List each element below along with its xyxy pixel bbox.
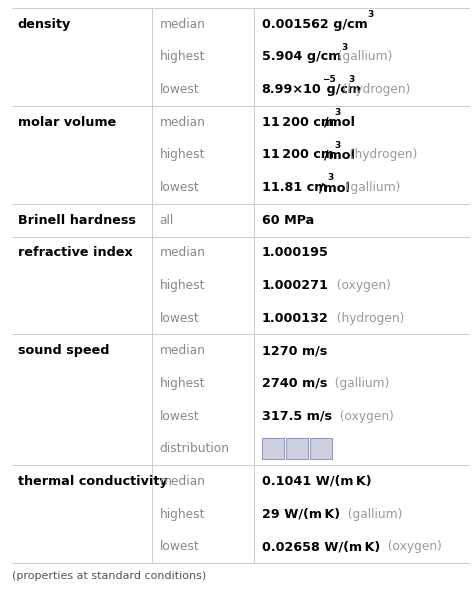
Text: 3: 3 bbox=[348, 75, 355, 84]
Text: (oxygen): (oxygen) bbox=[329, 279, 391, 292]
Text: /mol: /mol bbox=[319, 181, 350, 194]
Text: lowest: lowest bbox=[160, 540, 200, 553]
Text: (hydrogen): (hydrogen) bbox=[329, 312, 404, 325]
Text: 3: 3 bbox=[341, 42, 347, 52]
Text: 3: 3 bbox=[368, 10, 374, 19]
Text: 2740 m/s: 2740 m/s bbox=[262, 377, 327, 390]
Text: molar volume: molar volume bbox=[18, 116, 116, 129]
Text: 29 W/(m K): 29 W/(m K) bbox=[262, 508, 340, 521]
Text: 0.001562 g/cm: 0.001562 g/cm bbox=[262, 18, 367, 31]
Text: /mol: /mol bbox=[324, 148, 356, 161]
Text: 317.5 m/s: 317.5 m/s bbox=[262, 409, 332, 422]
Text: all: all bbox=[160, 214, 174, 227]
Text: (oxygen): (oxygen) bbox=[380, 540, 442, 553]
Text: (properties at standard conditions): (properties at standard conditions) bbox=[12, 571, 206, 581]
Text: 3: 3 bbox=[334, 141, 340, 150]
Text: 1.000271: 1.000271 bbox=[262, 279, 328, 292]
Text: 8.99×10: 8.99×10 bbox=[262, 83, 321, 96]
Text: highest: highest bbox=[160, 279, 205, 292]
Text: (gallium): (gallium) bbox=[340, 508, 402, 521]
Text: 11 200 cm: 11 200 cm bbox=[262, 116, 334, 129]
Text: 60 MPa: 60 MPa bbox=[262, 214, 314, 227]
Text: /mol: /mol bbox=[324, 116, 356, 129]
Text: refractive index: refractive index bbox=[18, 246, 133, 259]
Text: thermal conductivity: thermal conductivity bbox=[18, 475, 167, 488]
Text: −5: −5 bbox=[322, 75, 336, 84]
Text: lowest: lowest bbox=[160, 312, 200, 325]
Text: 0.1041 W/(m K): 0.1041 W/(m K) bbox=[262, 475, 371, 488]
Bar bbox=[286, 438, 308, 459]
Text: median: median bbox=[160, 18, 206, 31]
Text: 11 200 cm: 11 200 cm bbox=[262, 148, 334, 161]
Text: highest: highest bbox=[160, 377, 205, 390]
Text: (gallium): (gallium) bbox=[337, 181, 400, 194]
Text: 0.02658 W/(m K): 0.02658 W/(m K) bbox=[262, 540, 380, 553]
Text: lowest: lowest bbox=[160, 83, 200, 96]
Text: (hydrogen): (hydrogen) bbox=[335, 83, 410, 96]
Text: median: median bbox=[160, 345, 206, 358]
Text: 3: 3 bbox=[328, 173, 334, 182]
Text: median: median bbox=[160, 475, 206, 488]
Text: 3: 3 bbox=[334, 108, 340, 117]
Text: distribution: distribution bbox=[160, 442, 230, 455]
Text: 1.000132: 1.000132 bbox=[262, 312, 328, 325]
Text: (gallium): (gallium) bbox=[330, 51, 392, 64]
Text: (hydrogen): (hydrogen) bbox=[342, 148, 417, 161]
Text: 5.904 g/cm: 5.904 g/cm bbox=[262, 51, 341, 64]
Text: lowest: lowest bbox=[160, 181, 200, 194]
Text: median: median bbox=[160, 116, 206, 129]
Text: 11.81 cm: 11.81 cm bbox=[262, 181, 327, 194]
Text: 1.000195: 1.000195 bbox=[262, 246, 328, 259]
Text: (gallium): (gallium) bbox=[328, 377, 390, 390]
Bar bbox=[310, 438, 332, 459]
Text: lowest: lowest bbox=[160, 409, 200, 422]
Text: highest: highest bbox=[160, 148, 205, 161]
Text: density: density bbox=[18, 18, 71, 31]
Text: (oxygen): (oxygen) bbox=[332, 409, 394, 422]
Text: highest: highest bbox=[160, 508, 205, 521]
Text: median: median bbox=[160, 246, 206, 259]
Text: g/cm: g/cm bbox=[322, 83, 361, 96]
Bar bbox=[262, 438, 283, 459]
Text: 1270 m/s: 1270 m/s bbox=[262, 345, 327, 358]
Text: highest: highest bbox=[160, 51, 205, 64]
Text: sound speed: sound speed bbox=[18, 345, 109, 358]
Text: Brinell hardness: Brinell hardness bbox=[18, 214, 136, 227]
